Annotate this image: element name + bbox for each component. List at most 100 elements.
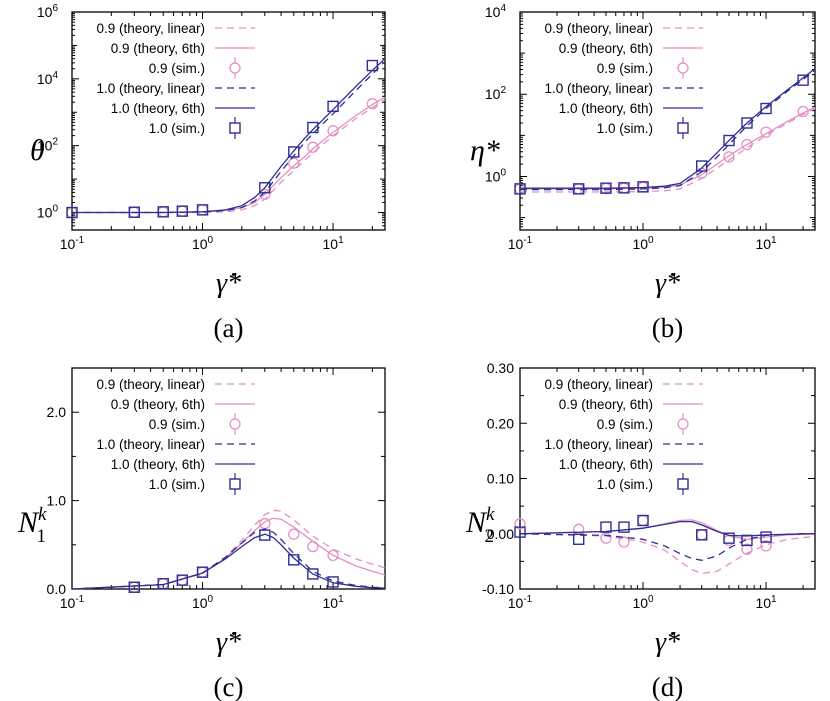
data-point: [760, 102, 772, 115]
legend-label: 0.9 (theory, 6th): [111, 41, 205, 56]
data-point: [288, 528, 300, 540]
series-line: [72, 99, 386, 214]
x-axis-ticks: [71, 12, 373, 230]
x-axis-ticks: [519, 368, 804, 589]
plot-frame: [519, 11, 816, 231]
y-axis-label: η*: [470, 134, 500, 167]
data-point: [600, 182, 612, 194]
data-point: [797, 74, 809, 86]
legend: 0.9 (theory, linear) 0.9 (theory, 6th) 0.9…: [96, 377, 255, 495]
data-point: [176, 205, 188, 217]
data-point: [618, 182, 630, 194]
y-tick-label: 106: [37, 3, 59, 20]
x-tick-label: 101: [755, 594, 777, 611]
legend-label: 1.0 (theory, linear): [96, 81, 205, 96]
panel-label: (c): [214, 672, 244, 701]
series-group: [514, 514, 816, 575]
x-tick-label: 10-1: [60, 594, 85, 611]
data-point: [696, 529, 708, 541]
data-point: [572, 533, 585, 545]
data-point: [618, 536, 630, 548]
series-line: [72, 58, 386, 214]
legend-label: 0.9 (theory, linear): [544, 377, 653, 392]
data-point: [259, 529, 271, 541]
y-axis-ticks: [520, 11, 815, 231]
data-point: [327, 576, 339, 588]
data-point: [157, 577, 169, 590]
data-point: [307, 141, 319, 153]
legend-label: 1.0 (sim.): [149, 121, 205, 136]
data-point: [760, 531, 772, 543]
x-tick-label: 100: [192, 235, 214, 252]
x-tick-label: 101: [322, 235, 344, 252]
panel-d: 10-1 100 101 -0.10 0.00 0.10 0.20 0.30 0.9 (theo…: [465, 360, 816, 701]
y-tick-label: 104: [485, 3, 507, 20]
data-point: [66, 206, 78, 219]
data-point: [741, 117, 753, 129]
x-axis-ticks: [519, 12, 804, 230]
legend-label: 1.0 (theory, linear): [544, 437, 653, 452]
y-tick-label: 0.0: [47, 581, 67, 597]
legend-label: 1.0 (theory, linear): [544, 81, 653, 96]
legend-label: 0.9 (theory, 6th): [559, 397, 653, 412]
x-tick-label: 100: [192, 594, 214, 611]
y-tick-label: 102: [485, 85, 507, 102]
plot-frame: [71, 11, 386, 231]
panel-label: (a): [214, 313, 244, 343]
data-point: [760, 126, 772, 138]
x-axis-label: γ̇*: [655, 268, 680, 299]
legend-swatch: [229, 418, 241, 430]
y-tick-label: -0.10: [482, 581, 514, 597]
legend-swatch: [677, 418, 689, 430]
y-axis-label: Nk 1: [17, 504, 47, 547]
data-point: [307, 568, 319, 580]
data-point: [572, 183, 585, 195]
legend-swatch: [229, 122, 241, 134]
data-point: [600, 521, 612, 533]
y-axis-ticks: [72, 11, 385, 231]
data-point: [327, 549, 339, 562]
data-point: [259, 517, 271, 530]
y-tick-label: 100: [485, 167, 507, 184]
legend-label: 1.0 (theory, 6th): [559, 101, 653, 116]
data-point: [723, 534, 735, 547]
data-point: [366, 98, 379, 110]
panel-label: (d): [652, 672, 683, 701]
y-tick-label: 0.00: [487, 526, 514, 542]
legend-swatch: [229, 478, 241, 490]
series-group: [514, 68, 816, 195]
legend-label: 1.0 (theory, linear): [96, 437, 205, 452]
data-point: [366, 59, 379, 72]
legend-label: 0.9 (theory, linear): [544, 21, 653, 36]
data-point: [723, 532, 735, 544]
legend-label: 0.9 (theory, linear): [96, 21, 205, 36]
data-point: [741, 138, 753, 151]
data-point: [196, 566, 209, 578]
legend-label: 1.0 (theory, 6th): [111, 457, 205, 472]
data-point: [723, 151, 735, 163]
series-line: [520, 106, 816, 190]
series-line: [71, 509, 386, 590]
data-point: [760, 540, 772, 552]
data-point: [288, 554, 300, 566]
data-point: [741, 534, 753, 547]
data-point: [196, 566, 209, 578]
data-point: [618, 521, 630, 533]
series-line: [520, 68, 816, 189]
y-tick-label: 104: [37, 70, 59, 87]
plot-frame: [71, 367, 386, 590]
y-tick-label: 0.10: [487, 471, 514, 487]
legend-label: 0.9 (theory, linear): [96, 377, 205, 392]
legend-label: 0.9 (theory, 6th): [559, 41, 653, 56]
data-point: [128, 581, 140, 593]
data-point: [637, 181, 649, 193]
data-point: [696, 160, 708, 172]
data-point: [637, 514, 649, 527]
data-point: [327, 125, 339, 137]
legend-label: 1.0 (theory, 6th): [111, 101, 205, 116]
series-line: [519, 533, 815, 561]
data-point: [514, 183, 526, 195]
